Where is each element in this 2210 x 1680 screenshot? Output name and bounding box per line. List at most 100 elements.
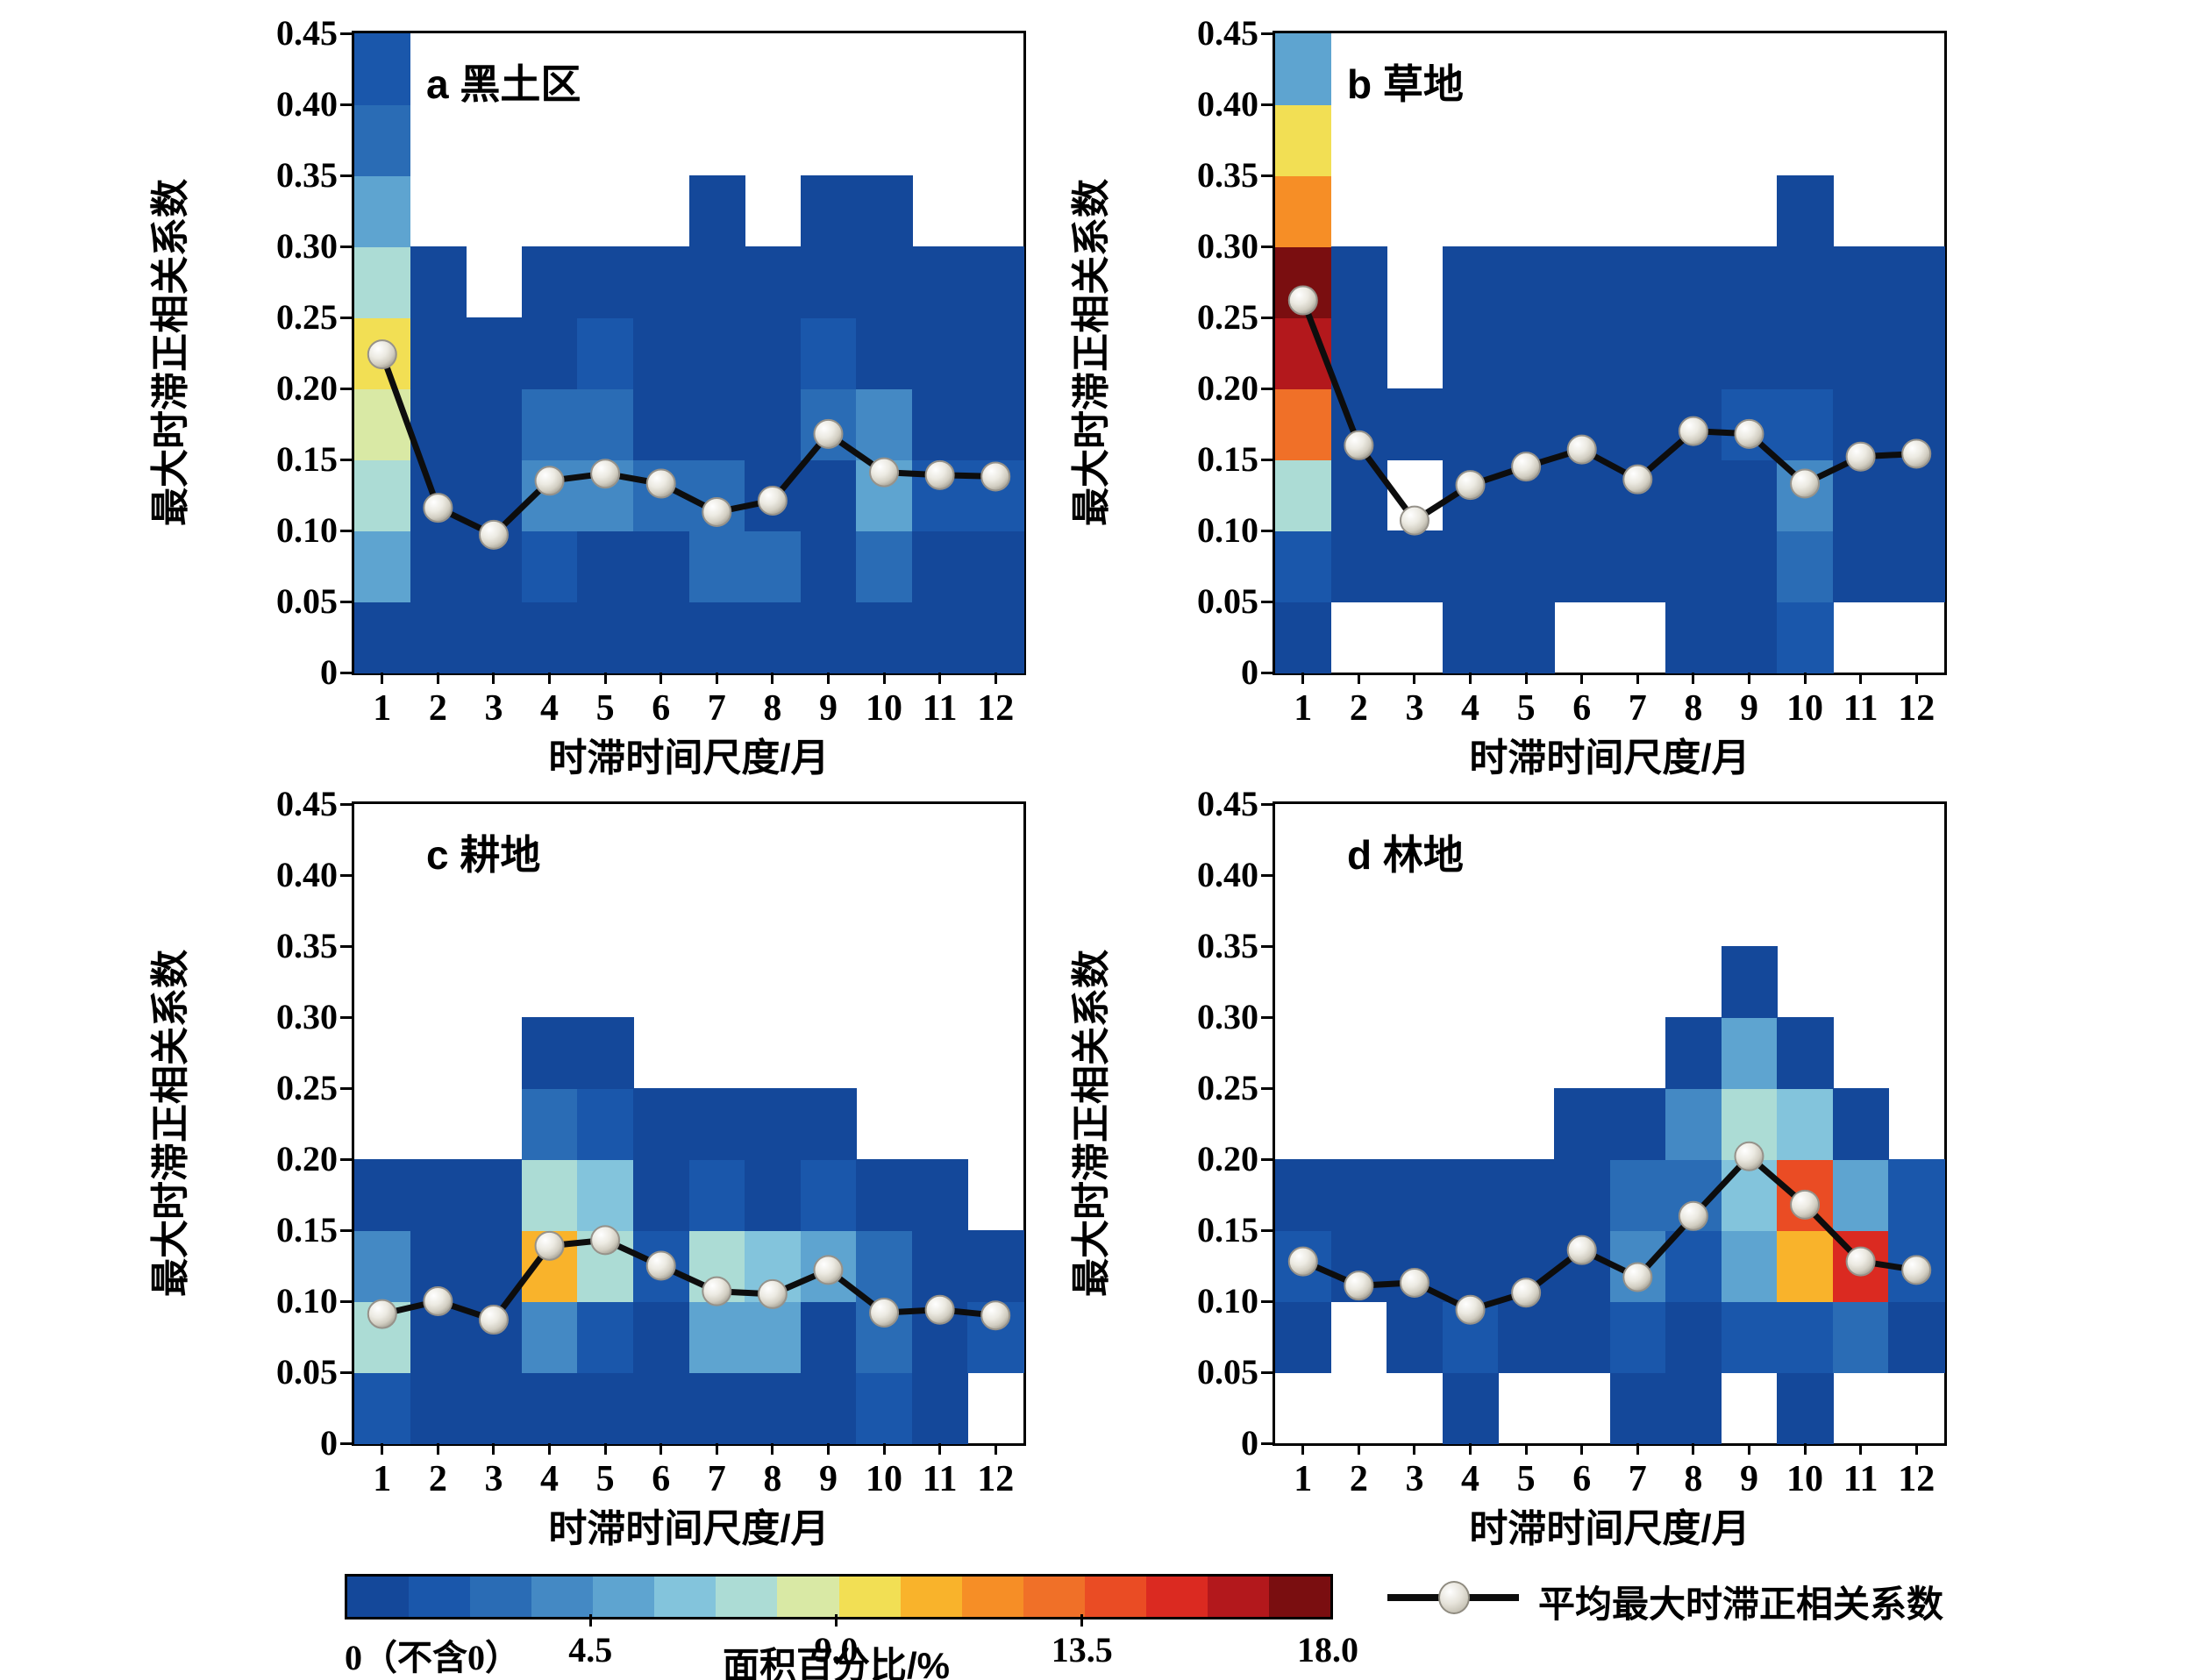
x-axis-tick bbox=[381, 673, 384, 684]
x-tick-label: 7 bbox=[707, 1459, 726, 1499]
colorbar-tick bbox=[588, 1614, 592, 1627]
x-tick-label: 4 bbox=[540, 688, 560, 729]
heatmap-cell-m11-bin3 bbox=[1832, 388, 1890, 460]
heatmap-cell-m12-bin3 bbox=[967, 388, 1024, 460]
heatmap-cell-m9-bin0 bbox=[1721, 602, 1778, 673]
x-axis-tick bbox=[994, 673, 997, 684]
colorbar-label-3: 13.5 bbox=[1051, 1630, 1113, 1669]
heatmap-cell-m11-bin1 bbox=[911, 530, 969, 602]
x-axis-tick bbox=[492, 1443, 495, 1455]
x-axis-tick bbox=[882, 1443, 886, 1455]
heatmap-cell-m3-bin1 bbox=[1387, 1301, 1444, 1373]
y-axis-title-a: 最大时滞正相关系数 bbox=[149, 179, 192, 526]
x-tick-label: 11 bbox=[1843, 688, 1878, 729]
heatmap-cell-m3-bin1 bbox=[466, 1301, 523, 1373]
heatmap-cell-m10-bin5 bbox=[856, 246, 913, 318]
x-axis-tick bbox=[1580, 673, 1584, 684]
heatmap-cell-m5-bin5 bbox=[577, 246, 634, 318]
heatmap-cell-m10-bin1 bbox=[1777, 1301, 1834, 1373]
heatmap-cell-m8-bin5 bbox=[1665, 246, 1722, 318]
heatmap-cell-m7-bin4 bbox=[688, 317, 745, 389]
y-axis-tick bbox=[1261, 1157, 1273, 1161]
heatmap-cell-m1-bin0 bbox=[354, 602, 411, 673]
y-axis-tick bbox=[340, 1442, 352, 1445]
x-axis-tick bbox=[659, 673, 663, 684]
heatmap-cell-m10-bin2 bbox=[1777, 459, 1834, 531]
heatmap-cell-m5-bin0 bbox=[1498, 602, 1555, 673]
heatmap-cell-m2-bin3 bbox=[410, 1159, 467, 1231]
heatmap-cell-m5-bin4 bbox=[1498, 317, 1555, 389]
y-tick-label: 0 bbox=[320, 1423, 338, 1463]
heatmap-cell-m1-bin2 bbox=[1275, 459, 1332, 531]
heatmap-cell-m2-bin1 bbox=[1330, 530, 1387, 602]
x-axis-tick bbox=[882, 673, 886, 684]
y-tick-label: 0.30 bbox=[276, 997, 338, 1036]
colorbar-segment-7 bbox=[777, 1577, 839, 1617]
heatmap-cell-m6-bin0 bbox=[632, 1372, 690, 1444]
y-tick-label: 0.10 bbox=[1197, 1281, 1258, 1321]
colorbar-label-0: 0（不含0） bbox=[345, 1638, 520, 1677]
y-tick-label: 0.30 bbox=[1197, 226, 1258, 266]
heatmap-cell-m1-bin4 bbox=[354, 317, 411, 389]
heatmap-cell-m6-bin3 bbox=[632, 388, 690, 460]
plot-area-c: 0 0.05 0.10 0.15 0.20 0.25 0.30 0.35 0.40 0.45 1 2 3… bbox=[276, 787, 1026, 1498]
colorbar-tick bbox=[835, 1614, 838, 1627]
heatmap-cell-m6-bin5 bbox=[632, 246, 690, 318]
heatmap-cell-m9-bin3 bbox=[1721, 1159, 1778, 1231]
heatmap-cell-m10-bin0 bbox=[856, 1372, 913, 1444]
x-tick-label: 7 bbox=[707, 688, 726, 729]
x-tick-label: 12 bbox=[1898, 1459, 1936, 1499]
heatmap-cell-m5-bin1 bbox=[577, 530, 634, 602]
y-axis-tick bbox=[1261, 1442, 1273, 1445]
heatmap-cell-m10-bin0 bbox=[1777, 1372, 1834, 1444]
colorbar-segment-5 bbox=[654, 1577, 716, 1617]
colorbar-segment-8 bbox=[838, 1577, 901, 1617]
heatmap-cell-m10-bin4 bbox=[1777, 1088, 1834, 1160]
x-axis-tick bbox=[548, 1443, 552, 1455]
heatmap-cell-m4-bin0 bbox=[1442, 1372, 1500, 1444]
heatmap-cell-m9-bin2 bbox=[1721, 1230, 1778, 1302]
y-axis-title-d: 最大时滞正相关系数 bbox=[1070, 950, 1113, 1297]
x-axis-tick bbox=[1803, 1443, 1807, 1455]
heatmap-cell-m12-bin2 bbox=[967, 1230, 1024, 1302]
colorbar-segment-2 bbox=[470, 1577, 532, 1617]
heatmap-cell-m1-bin6 bbox=[1275, 175, 1332, 247]
x-tick-label: 10 bbox=[866, 1459, 903, 1499]
y-tick-label: 0.25 bbox=[276, 297, 338, 337]
heatmap-cell-m9-bin3 bbox=[800, 388, 857, 460]
x-axis-tick bbox=[938, 673, 942, 684]
heatmap-cell-m9-bin0 bbox=[800, 602, 857, 673]
heatmap-cell-m8-bin3 bbox=[745, 1159, 802, 1231]
heatmap-cell-m5-bin5 bbox=[577, 1017, 634, 1089]
heatmap-cell-m7-bin2 bbox=[1609, 459, 1666, 531]
heatmap-cell-m7-bin2 bbox=[688, 1230, 745, 1302]
y-axis-tick bbox=[340, 802, 352, 806]
x-tick-label: 2 bbox=[428, 688, 447, 729]
heatmap-cell-m3-bin2 bbox=[1387, 1230, 1444, 1302]
heatmap-cell-m7-bin3 bbox=[688, 388, 745, 460]
x-axis-tick bbox=[1524, 673, 1528, 684]
heatmap-cell-m11-bin2 bbox=[1832, 459, 1890, 531]
heatmap-cell-m10-bin6 bbox=[856, 175, 913, 247]
heatmap-cell-m10-bin2 bbox=[1777, 1230, 1834, 1302]
heatmap-cell-m9-bin2 bbox=[800, 1230, 857, 1302]
x-axis-tick bbox=[1914, 673, 1918, 684]
heatmap-cell-m4-bin3 bbox=[521, 388, 579, 460]
x-tick-label: 3 bbox=[484, 1459, 503, 1499]
heatmap-cell-m12-bin4 bbox=[1888, 317, 1945, 389]
plot-area-d: 0 0.05 0.10 0.15 0.20 0.25 0.30 0.35 0.40 0.45 1 2 3… bbox=[1197, 787, 1947, 1498]
y-tick-label: 0.25 bbox=[276, 1068, 338, 1107]
heatmap-cell-m1-bin2 bbox=[354, 459, 411, 531]
colorbar-segment-1 bbox=[409, 1577, 471, 1617]
heatmap-cell-m5-bin3 bbox=[577, 388, 634, 460]
x-tick-label: 12 bbox=[977, 1459, 1015, 1499]
colorbar-segment-6 bbox=[716, 1577, 778, 1617]
x-tick-label: 3 bbox=[1405, 1459, 1424, 1499]
heatmap-cell-m1-bin6 bbox=[354, 175, 411, 247]
x-tick-label: 2 bbox=[1349, 1459, 1368, 1499]
heatmap-cell-m11-bin3 bbox=[1832, 1159, 1890, 1231]
heatmap-cell-m2-bin1 bbox=[410, 530, 467, 602]
heatmap-cell-m1-bin8 bbox=[354, 33, 411, 105]
heatmap-cell-m4-bin5 bbox=[521, 1017, 579, 1089]
heatmap-cell-m6-bin0 bbox=[632, 602, 690, 673]
